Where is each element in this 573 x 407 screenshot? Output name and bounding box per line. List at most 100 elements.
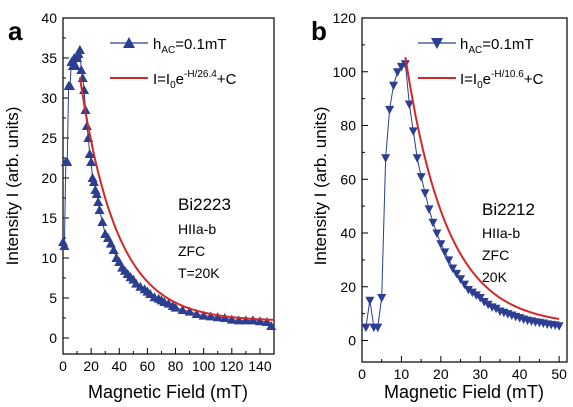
data-point — [191, 309, 202, 318]
data-point — [448, 264, 458, 273]
panel-a-sample-name: Bi2223 — [178, 195, 231, 214]
data-point — [471, 291, 481, 300]
data-point — [460, 280, 469, 290]
data-point — [408, 127, 418, 136]
data-point — [93, 197, 104, 206]
panel-b-sample-name: Bi2212 — [482, 200, 535, 219]
data-point — [247, 315, 258, 325]
data-point — [404, 100, 414, 109]
panel-b-legend-fit-label: I=I0e-H/10.6+C — [460, 69, 544, 91]
panel-a-legend: hAC=0.1mT I=I0e-H/26.4+C — [110, 36, 237, 91]
x-tick-label: 0 — [59, 358, 67, 374]
x-tick-label: 20 — [83, 358, 99, 374]
data-point — [91, 189, 102, 198]
panel-a-letter: a — [8, 16, 23, 46]
data-point — [385, 105, 395, 115]
panel-a-legend-fit-label: I=I0e-H/26.4+C — [153, 69, 237, 91]
x-tick-label: 0 — [358, 366, 366, 382]
data-point — [365, 296, 375, 306]
data-point — [428, 218, 438, 228]
data-point — [377, 294, 387, 303]
y-tick-label: 100 — [333, 64, 357, 80]
data-point — [205, 311, 216, 321]
data-point — [424, 205, 434, 214]
x-tick-label: 120 — [220, 358, 244, 374]
panel-b-frame — [361, 17, 568, 363]
data-point — [483, 300, 493, 310]
panel-b-annotation: Bi2212 HIIa-b ZFC 20K — [482, 200, 535, 285]
x-tick-label: 30 — [472, 366, 488, 382]
y-tick-label: 40 — [41, 10, 57, 26]
data-point — [392, 68, 402, 77]
data-point — [412, 154, 422, 163]
x-tick-label: 10 — [394, 366, 410, 382]
data-point — [97, 217, 108, 226]
panel-a-annotation: Bi2223 HIIa-b ZFC T=20K — [178, 195, 231, 281]
series-line — [365, 62, 560, 328]
panel-b-y-axis-label: Intensity I (arb. units) — [311, 107, 330, 266]
y-tick-label: 60 — [340, 171, 356, 187]
data-point — [212, 312, 223, 322]
y-tick-label: 10 — [41, 250, 57, 266]
y-tick-label: 15 — [41, 210, 57, 226]
data-point — [74, 45, 85, 54]
data-point — [70, 61, 81, 70]
x-tick-label: 40 — [512, 366, 528, 382]
data-point — [456, 275, 466, 284]
data-point — [105, 238, 116, 248]
panel-b-legend-data-label: hAC=0.1mT — [460, 36, 534, 56]
panel-a-fit-curve — [78, 77, 275, 321]
x-tick-label: 140 — [248, 358, 272, 374]
data-point — [177, 305, 188, 314]
data-point — [266, 321, 277, 330]
x-tick-label: 80 — [168, 358, 184, 374]
panel-b-orientation: HIIa-b — [482, 225, 520, 241]
data-point — [389, 81, 399, 91]
data-point — [491, 304, 501, 314]
data-point — [436, 240, 446, 249]
data-point — [59, 241, 70, 250]
data-point — [86, 157, 97, 166]
x-tick-label: 60 — [140, 358, 156, 374]
y-tick-label: 120 — [333, 10, 357, 26]
data-point — [88, 177, 99, 186]
data-point — [444, 256, 454, 265]
y-tick-label: 5 — [49, 290, 57, 306]
data-point — [198, 310, 209, 320]
panel-a-cooling: ZFC — [178, 243, 205, 259]
data-point — [400, 60, 410, 69]
panel-a-tick-labels: 0 20 40 60 80 100 120 140 0 5 10 15 20 25 30 35 40 — [41, 10, 271, 374]
y-tick-label: 35 — [41, 50, 57, 66]
x-tick-label: 40 — [111, 358, 127, 374]
panel-a-temperature: T=20K — [178, 265, 220, 281]
panel-b-legend-marker-icon — [431, 38, 443, 49]
data-point — [76, 65, 87, 74]
data-point — [184, 306, 195, 316]
data-point — [416, 173, 426, 182]
panel-a-legend-data-label: hAC=0.1mT — [153, 36, 227, 56]
panel-a-x-axis-label: Magnetic Field (mT) — [88, 382, 248, 402]
data-point — [233, 315, 244, 325]
data-point — [77, 73, 88, 82]
data-point — [479, 298, 489, 307]
panel-a-orientation: HIIa-b — [178, 221, 216, 237]
data-point — [467, 288, 477, 298]
x-tick-label: 100 — [192, 358, 216, 374]
data-point — [432, 229, 442, 238]
data-point — [452, 269, 462, 279]
y-tick-label: 30 — [41, 90, 57, 106]
data-point — [420, 189, 430, 198]
data-point — [65, 81, 76, 90]
panel-a-ticks — [62, 17, 261, 354]
data-point — [226, 314, 237, 324]
panel-b-x-axis-label: Magnetic Field (mT) — [384, 382, 544, 402]
y-tick-label: 0 — [49, 330, 57, 346]
panel-a-data-series — [58, 45, 277, 330]
panel-b: b 0 10 20 30 40 50 0 20 40 60 80 100 120 Magnetic Fi… — [311, 10, 568, 402]
panel-b-ticks — [361, 17, 560, 362]
panel-b-legend: hAC=0.1mT I=I0e-H/10.6+C — [418, 36, 544, 91]
panel-b-data-series — [361, 60, 564, 333]
data-point — [440, 248, 450, 257]
panel-b-cooling: ZFC — [482, 247, 509, 263]
